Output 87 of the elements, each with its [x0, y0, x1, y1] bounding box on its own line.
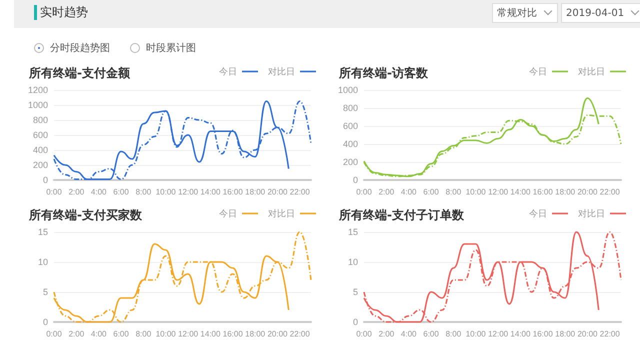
x-tick-label: 4:00 [400, 188, 418, 196]
x-tick-label: 4:00 [90, 188, 108, 196]
text: 时段累计图 [146, 43, 196, 54]
y-tick-label: 600 [32, 130, 48, 140]
x-tick-label: 2:00 [68, 330, 85, 338]
x-tick-label: 22:00 [290, 330, 310, 338]
x-tick-label: 0:00 [46, 188, 62, 196]
chart-title: 所有终端-支付金额 [28, 66, 131, 80]
y-tick-label: 10 [348, 257, 358, 267]
y-tick-label: 800 [32, 115, 48, 125]
x-tick-label: 6:00 [423, 330, 440, 338]
text: 实时趋势 [34, 5, 88, 20]
x-tick-label: 16:00 [532, 188, 554, 196]
x-tick-label: 8:00 [446, 330, 462, 338]
y-tick-label: 200 [32, 160, 48, 170]
x-tick-label: 14:00 [510, 188, 531, 196]
y-tick-label: 800 [342, 103, 358, 113]
x-tick-label: 18:00 [245, 330, 266, 338]
x-tick-label: 16:00 [532, 330, 554, 338]
x-tick-label: 6:00 [113, 188, 130, 196]
y-tick-label: 5 [42, 287, 48, 297]
x-tick-label: 10:00 [466, 188, 486, 196]
x-tick-label: 10:00 [466, 330, 486, 338]
x-tick-label: 2:00 [68, 188, 85, 196]
legend-label: 对比日 [268, 66, 295, 76]
chart-title: 所有终端-支付子订单数 [338, 208, 465, 222]
x-tick-label: 10:00 [156, 330, 176, 338]
x-tick-label: 10:00 [156, 188, 176, 196]
y-tick-label: 15 [38, 227, 48, 237]
x-tick-label: 18:00 [555, 330, 576, 338]
legend-label: 今日 [529, 66, 547, 76]
y-tick-label: 400 [32, 145, 48, 155]
x-tick-label: 6:00 [113, 330, 130, 338]
x-tick-label: 22:00 [290, 188, 310, 196]
x-tick-label: 2:00 [378, 330, 395, 338]
x-tick-label: 22:00 [600, 188, 620, 196]
text: 常规对比 [497, 8, 537, 19]
y-tick-label: 0 [352, 317, 358, 327]
legend-label: 今日 [529, 208, 547, 218]
legend-label: 对比日 [578, 208, 605, 218]
text: 分时段趋势图 [50, 43, 110, 54]
y-tick-label: 10 [38, 257, 48, 267]
x-tick-label: 12:00 [488, 188, 509, 196]
y-tick-label: 0 [42, 317, 48, 327]
x-tick-label: 22:00 [600, 330, 620, 338]
x-tick-label: 8:00 [136, 330, 152, 338]
x-tick-label: 20:00 [577, 330, 598, 338]
y-tick-label: 0 [42, 175, 48, 185]
x-tick-label: 18:00 [555, 188, 576, 196]
chart-title: 所有终端-支付买家数 [28, 208, 143, 222]
x-tick-label: 20:00 [577, 188, 598, 196]
y-tick-label: 1200 [28, 85, 48, 95]
y-tick-label: 0 [352, 175, 358, 185]
x-tick-label: 20:00 [267, 188, 288, 196]
legend-label: 对比日 [268, 208, 295, 218]
y-tick-label: 15 [348, 227, 358, 237]
x-tick-label: 6:00 [423, 188, 440, 196]
x-tick-label: 0:00 [356, 188, 372, 196]
text: 2019-04-01 [566, 8, 624, 19]
y-tick-label: 5 [352, 287, 358, 297]
line-series [53, 231, 312, 323]
x-tick-label: 0:00 [46, 330, 62, 338]
x-tick-label: 8:00 [446, 188, 462, 196]
x-tick-label: 4:00 [90, 330, 108, 338]
x-tick-label: 12:00 [178, 188, 199, 196]
chart-title: 所有终端-访客数 [338, 66, 429, 80]
x-tick-label: 14:00 [200, 330, 221, 338]
x-tick-label: 14:00 [200, 188, 221, 196]
x-tick-label: 12:00 [178, 330, 199, 338]
legend-label: 今日 [219, 66, 237, 76]
x-tick-label: 8:00 [136, 188, 152, 196]
x-tick-label: 16:00 [222, 188, 244, 196]
x-tick-label: 12:00 [488, 330, 509, 338]
x-tick-label: 16:00 [222, 330, 244, 338]
x-tick-label: 18:00 [245, 188, 266, 196]
x-tick-label: 0:00 [356, 330, 372, 338]
x-tick-label: 20:00 [267, 330, 288, 338]
y-tick-label: 200 [342, 157, 358, 167]
y-tick-label: 600 [342, 121, 358, 131]
y-tick-label: 1000 [338, 85, 358, 95]
x-tick-label: 4:00 [400, 330, 418, 338]
y-tick-label: 400 [342, 139, 358, 149]
legend-label: 今日 [219, 208, 237, 218]
x-tick-label: 14:00 [510, 330, 531, 338]
x-tick-label: 2:00 [378, 188, 395, 196]
legend-label: 对比日 [578, 66, 605, 76]
y-tick-label: 1000 [28, 100, 48, 110]
